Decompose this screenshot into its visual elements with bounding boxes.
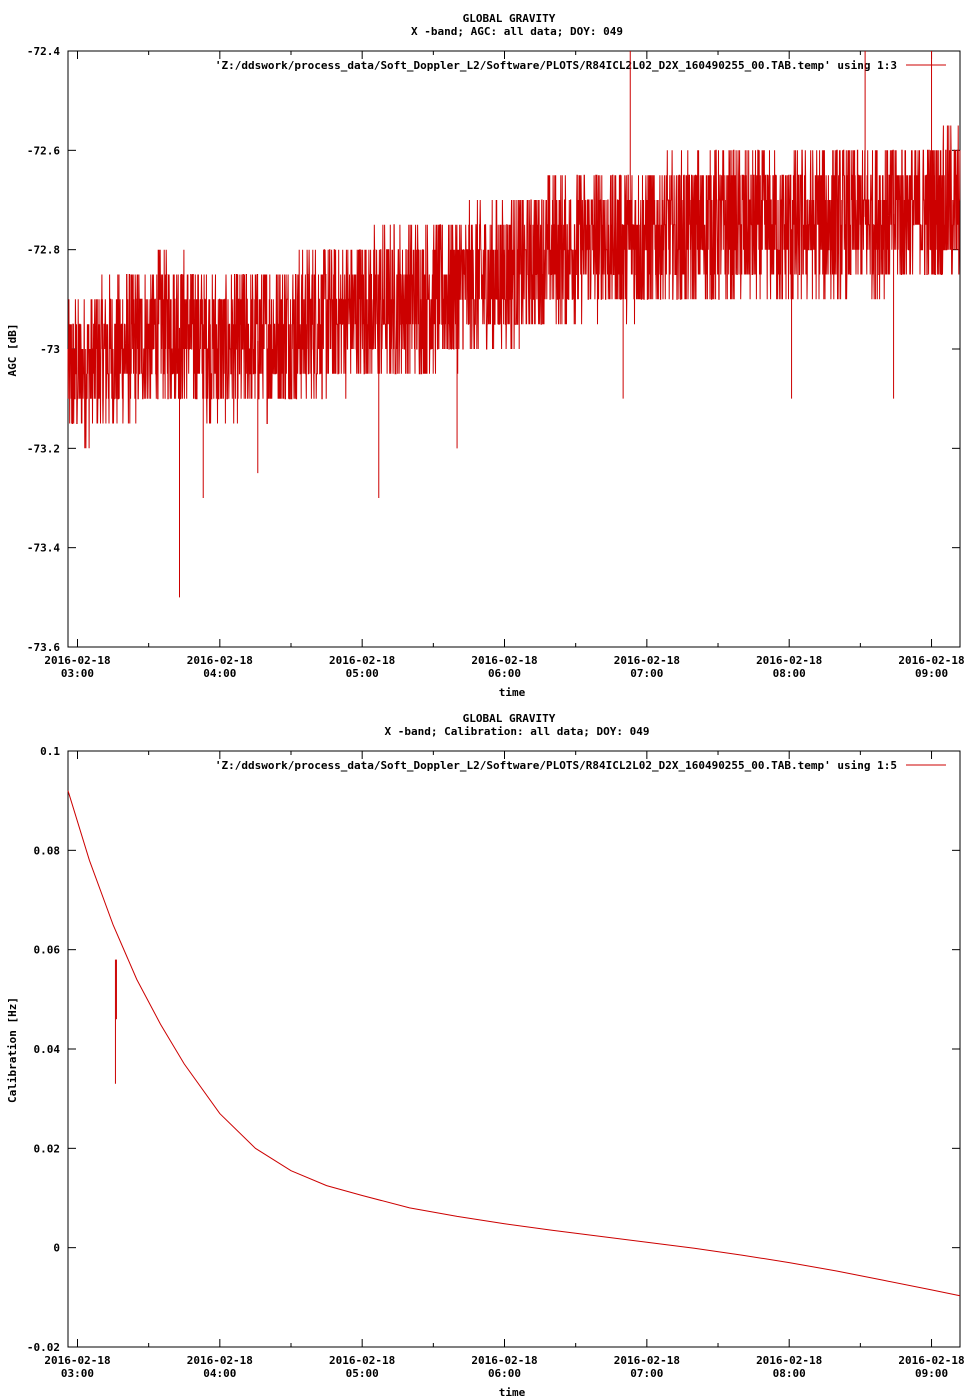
y-tick-label: -73.4 bbox=[27, 542, 60, 555]
x-tick-label-date: 2016-02-18 bbox=[614, 1354, 680, 1367]
x-tick-label-time: 03:00 bbox=[61, 1367, 94, 1380]
y-tick-label: 0.1 bbox=[40, 745, 60, 758]
chart-title: GLOBAL GRAVITY bbox=[463, 712, 556, 725]
x-tick-label-date: 2016-02-18 bbox=[898, 1354, 964, 1367]
x-tick-label-time: 05:00 bbox=[346, 1367, 379, 1380]
x-tick-label-time: 03:00 bbox=[61, 667, 94, 680]
y-tick-label: 0.04 bbox=[34, 1043, 61, 1056]
agc-chart: GLOBAL GRAVITY X -band; AGC: all data; D… bbox=[6, 12, 965, 699]
y-tick-label: 0.02 bbox=[34, 1142, 61, 1155]
x-tick-label-time: 08:00 bbox=[773, 667, 806, 680]
x-tick-label-time: 05:00 bbox=[346, 667, 379, 680]
x-tick-label-time: 04:00 bbox=[203, 1367, 236, 1380]
x-tick-label-time: 07:00 bbox=[630, 1367, 663, 1380]
x-tick-label-time: 06:00 bbox=[488, 1367, 521, 1380]
y-tick-label: 0 bbox=[53, 1242, 60, 1255]
x-tick-label-date: 2016-02-18 bbox=[44, 1354, 110, 1367]
chart-subtitle: X -band; Calibration: all data; DOY: 049 bbox=[385, 725, 650, 738]
x-tick-label-date: 2016-02-18 bbox=[471, 1354, 537, 1367]
x-tick-label-date: 2016-02-18 bbox=[614, 654, 680, 667]
chart-subtitle: X -band; AGC: all data; DOY: 049 bbox=[411, 25, 623, 38]
chart-title: GLOBAL GRAVITY bbox=[463, 12, 556, 25]
plot-frame bbox=[67, 750, 961, 1348]
calibration-series-line bbox=[67, 790, 961, 1297]
y-tick-label: 0.08 bbox=[34, 844, 61, 857]
x-tick-label-date: 2016-02-18 bbox=[471, 654, 537, 667]
agc-series-line bbox=[67, 125, 961, 449]
x-tick-label-time: 08:00 bbox=[773, 1367, 806, 1380]
y-tick-label: -0.02 bbox=[27, 1341, 60, 1354]
y-tick-label: -72.4 bbox=[27, 45, 60, 58]
legend-label: 'Z:/ddswork/process_data/Soft_Doppler_L2… bbox=[215, 59, 897, 72]
x-tick-label-time: 06:00 bbox=[488, 667, 521, 680]
x-tick-label-date: 2016-02-18 bbox=[187, 654, 253, 667]
x-tick-label-time: 07:00 bbox=[630, 667, 663, 680]
legend-label: 'Z:/ddswork/process_data/Soft_Doppler_L2… bbox=[215, 759, 897, 772]
x-tick-label-date: 2016-02-18 bbox=[187, 1354, 253, 1367]
calibration-chart: GLOBAL GRAVITY X -band; Calibration: all… bbox=[6, 712, 965, 1399]
x-tick-label-date: 2016-02-18 bbox=[898, 654, 964, 667]
x-tick-label-date: 2016-02-18 bbox=[329, 1354, 395, 1367]
x-tick-label-date: 2016-02-18 bbox=[44, 654, 110, 667]
y-axis-label: AGC [dB] bbox=[6, 324, 19, 377]
x-tick-label-date: 2016-02-18 bbox=[756, 654, 822, 667]
y-tick-label: -72.6 bbox=[27, 144, 60, 157]
y-tick-label: -73.2 bbox=[27, 442, 60, 455]
x-axis-label: time bbox=[499, 686, 526, 699]
x-tick-label-time: 04:00 bbox=[203, 667, 236, 680]
y-axis-label: Calibration [Hz] bbox=[6, 997, 19, 1103]
y-tick-label: -73.6 bbox=[27, 641, 60, 654]
x-tick-label-date: 2016-02-18 bbox=[756, 1354, 822, 1367]
x-tick-label-date: 2016-02-18 bbox=[329, 654, 395, 667]
y-tick-label: -72.8 bbox=[27, 244, 60, 257]
y-tick-label: -73 bbox=[40, 343, 60, 356]
x-tick-label-time: 09:00 bbox=[915, 667, 948, 680]
x-tick-label-time: 09:00 bbox=[915, 1367, 948, 1380]
y-tick-label: 0.06 bbox=[34, 944, 61, 957]
x-axis-label: time bbox=[499, 1386, 526, 1399]
